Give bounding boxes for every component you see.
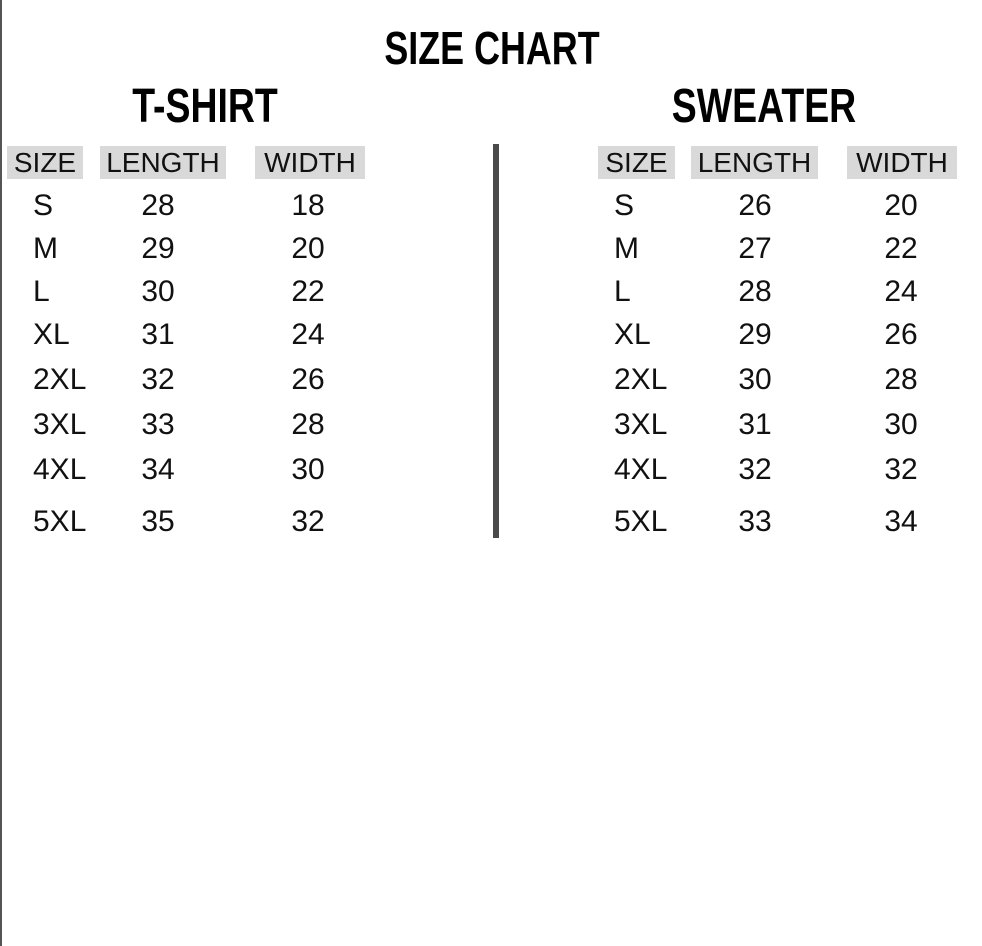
sweater-width-cell: 24 (884, 275, 918, 308)
tshirt-size-cell: L (33, 275, 50, 308)
sweater-length-cell: 33 (738, 505, 772, 538)
sweater-size-cell: XL (614, 318, 651, 351)
sweater-size-cell: 4XL (614, 453, 668, 486)
sweater-length-cell: 32 (738, 453, 772, 486)
sweater-size-cell: 3XL (614, 408, 668, 441)
tshirt-length-cell: 32 (141, 363, 175, 396)
table-divider (493, 144, 499, 538)
sweater-header-width: WIDTH (847, 146, 957, 179)
tshirt-width-cell: 22 (291, 275, 325, 308)
tshirt-width-cell: 28 (291, 408, 325, 441)
tshirt-length-cell: 30 (141, 275, 175, 308)
tshirt-length-cell: 33 (141, 408, 175, 441)
tshirt-size-cell: XL (33, 318, 70, 351)
tshirt-width-cell: 32 (291, 505, 325, 538)
tshirt-width-cell: 30 (291, 453, 325, 486)
sweater-width-cell: 30 (884, 408, 918, 441)
tshirt-length-cell: 35 (141, 505, 175, 538)
tshirt-width-cell: 24 (291, 318, 325, 351)
sweater-title: SWEATER (671, 80, 857, 133)
sweater-length-cell: 28 (738, 275, 772, 308)
tshirt-length-cell: 31 (141, 318, 175, 351)
sweater-width-cell: 22 (884, 232, 918, 265)
sweater-length-cell: 31 (738, 408, 772, 441)
tshirt-length-cell: 29 (141, 232, 175, 265)
sweater-size-cell: L (614, 275, 631, 308)
sweater-size-cell: M (614, 232, 639, 265)
sweater-header-length: LENGTH (691, 146, 818, 179)
tshirt-width-cell: 26 (291, 363, 325, 396)
tshirt-length-cell: 28 (141, 189, 175, 222)
tshirt-size-cell: M (33, 232, 58, 265)
sweater-size-cell: 2XL (614, 363, 668, 396)
sweater-width-cell: 26 (884, 318, 918, 351)
sweater-width-cell: 34 (884, 505, 918, 538)
tshirt-header-length: LENGTH (100, 146, 226, 179)
tshirt-size-cell: 5XL (33, 505, 87, 538)
sweater-length-cell: 29 (738, 318, 772, 351)
sweater-length-cell: 27 (738, 232, 772, 265)
sweater-width-cell: 32 (884, 453, 918, 486)
tshirt-width-cell: 20 (291, 232, 325, 265)
sweater-size-cell: S (614, 189, 635, 222)
tshirt-length-cell: 34 (141, 453, 175, 486)
page-title: SIZE CHART (384, 22, 600, 74)
tshirt-width-cell: 18 (291, 189, 325, 222)
left-border (0, 0, 2, 946)
tshirt-header-width: WIDTH (255, 146, 365, 179)
sweater-length-cell: 30 (738, 363, 772, 396)
tshirt-title: T-SHIRT (132, 80, 278, 133)
tshirt-size-cell: 2XL (33, 363, 87, 396)
sweater-header-size: SIZE (598, 146, 675, 179)
tshirt-size-cell: 4XL (33, 453, 87, 486)
sweater-size-cell: 5XL (614, 505, 668, 538)
sweater-length-cell: 26 (738, 189, 772, 222)
tshirt-size-cell: S (33, 189, 54, 222)
tshirt-header-size: SIZE (7, 146, 83, 179)
sweater-width-cell: 28 (884, 363, 918, 396)
sweater-width-cell: 20 (884, 189, 918, 222)
tshirt-size-cell: 3XL (33, 408, 87, 441)
